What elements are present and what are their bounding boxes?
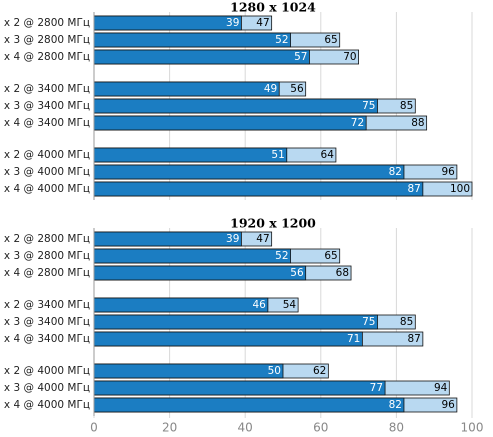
y-tick-label: x 4 @ 4000 МГц [4, 183, 90, 195]
bar [93, 265, 307, 281]
value-label: 70 [343, 51, 356, 63]
bar [93, 49, 310, 65]
y-tick-label: x 2 @ 3400 МГц [4, 83, 90, 95]
value-label: 100 [450, 183, 470, 195]
chart-title: 1280 x 1024 [230, 0, 316, 15]
bar [93, 81, 280, 97]
value-label: 68 [336, 267, 349, 279]
value-label: 94 [434, 382, 448, 394]
value-label: 82 [389, 399, 402, 411]
value-label: 88 [411, 117, 424, 129]
value-label: 87 [407, 333, 420, 345]
value-label: 51 [271, 149, 284, 161]
x-tick-label: 100 [461, 421, 484, 435]
y-tick-label: x 3 @ 4000 МГц [4, 166, 90, 178]
y-tick-label: x 3 @ 2800 МГц [4, 250, 90, 262]
value-label: 77 [370, 382, 383, 394]
value-label: 65 [324, 34, 337, 46]
value-label: 71 [347, 333, 360, 345]
value-label: 85 [400, 316, 413, 328]
value-label: 62 [313, 365, 326, 377]
bar [93, 397, 405, 413]
bar [93, 331, 363, 347]
value-label: 47 [256, 17, 269, 29]
bar [93, 297, 269, 313]
y-tick-label: x 3 @ 3400 МГц [4, 316, 90, 328]
x-tick-label: 40 [238, 421, 253, 435]
value-label: 49 [264, 83, 277, 95]
y-tick-label: x 3 @ 3400 МГц [4, 100, 90, 112]
y-tick-label: x 3 @ 2800 МГц [4, 34, 90, 46]
y-tick-label: x 2 @ 4000 МГц [4, 365, 90, 377]
bar [93, 248, 291, 264]
y-tick-label: x 4 @ 4000 МГц [4, 399, 90, 411]
value-label: 72 [351, 117, 364, 129]
value-label: 47 [256, 233, 269, 245]
bar [93, 164, 405, 180]
bar [93, 15, 242, 31]
y-tick-label: x 4 @ 2800 МГц [4, 267, 90, 279]
value-label: 57 [294, 51, 307, 63]
bar [93, 380, 386, 396]
bar [93, 363, 284, 379]
chart-title: 1920 x 1200 [230, 216, 316, 231]
bar [93, 181, 424, 197]
value-label: 96 [442, 399, 456, 411]
y-tick-label: x 2 @ 3400 МГц [4, 299, 90, 311]
value-label: 96 [442, 166, 456, 178]
value-label: 46 [253, 299, 267, 311]
x-tick-label: 0 [90, 421, 98, 435]
value-label: 56 [290, 83, 304, 95]
bar [93, 147, 288, 163]
y-tick-label: x 4 @ 2800 МГц [4, 51, 90, 63]
x-tick-label: 20 [162, 421, 177, 435]
y-tick-label: x 4 @ 3400 МГц [4, 117, 90, 129]
bar [93, 98, 378, 114]
value-label: 64 [321, 149, 335, 161]
value-label: 54 [283, 299, 297, 311]
value-label: 39 [226, 17, 239, 29]
value-label: 56 [290, 267, 304, 279]
value-label: 85 [400, 100, 413, 112]
value-label: 82 [389, 166, 402, 178]
x-tick-label: 80 [389, 421, 404, 435]
value-label: 39 [226, 233, 239, 245]
bar [93, 32, 291, 48]
value-label: 50 [268, 365, 281, 377]
y-tick-label: x 2 @ 2800 МГц [4, 17, 90, 29]
bar [93, 115, 367, 131]
y-tick-label: x 2 @ 4000 МГц [4, 149, 90, 161]
value-label: 65 [324, 250, 337, 262]
value-label: 52 [275, 34, 288, 46]
value-label: 87 [407, 183, 420, 195]
bar [93, 231, 242, 247]
value-label: 52 [275, 250, 288, 262]
y-tick-label: x 4 @ 3400 МГц [4, 333, 90, 345]
x-tick-label: 60 [313, 421, 328, 435]
bar [93, 314, 378, 330]
value-label: 75 [362, 100, 375, 112]
value-label: 75 [362, 316, 375, 328]
y-tick-label: x 3 @ 4000 МГц [4, 382, 90, 394]
y-tick-label: x 2 @ 2800 МГц [4, 233, 90, 245]
